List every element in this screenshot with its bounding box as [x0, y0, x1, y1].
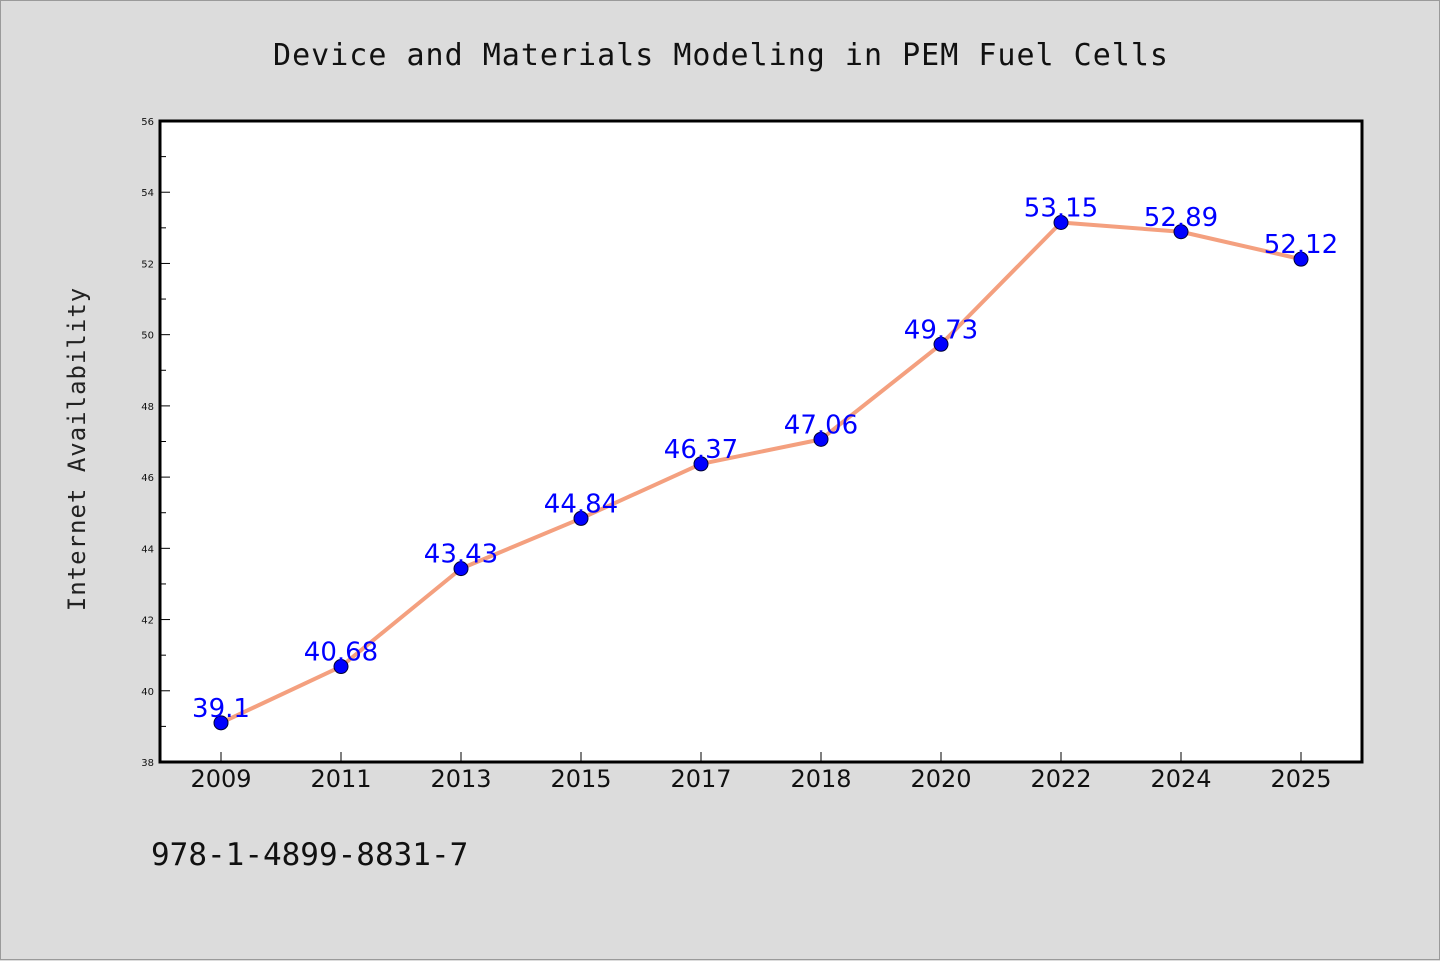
data-label: 49.73	[904, 315, 978, 345]
y-tick-label: 56	[141, 117, 154, 128]
data-point	[1173, 224, 1189, 240]
data-point	[813, 431, 829, 447]
data-label: 47.06	[784, 410, 858, 440]
y-axis: 38 40 42 44 46 48 50 52 54 56	[141, 117, 170, 769]
data-point	[1293, 251, 1309, 267]
chart-title: Device and Materials Modeling in PEM Fue…	[273, 38, 1169, 73]
data-point	[933, 336, 949, 352]
x-tick-label: 2009	[190, 765, 251, 793]
y-tick-label: 48	[141, 402, 154, 413]
x-tick-label: 2025	[1270, 765, 1331, 793]
y-tick-label: 44	[141, 544, 154, 555]
x-tick-label: 2024	[1150, 765, 1211, 793]
isbn-footnote: 978-1-4899-8831-7	[151, 837, 468, 873]
x-tick-label: 2017	[670, 765, 731, 793]
y-tick-label: 54	[141, 188, 154, 199]
data-point	[573, 510, 589, 526]
y-tick-label: 38	[141, 758, 154, 769]
data-label: 52.12	[1264, 230, 1338, 260]
x-tick-label: 2022	[1030, 765, 1091, 793]
data-point	[453, 561, 469, 577]
data-label: 39.1	[192, 694, 250, 724]
y-tick-label: 52	[141, 259, 154, 270]
x-tick-label: 2015	[550, 765, 611, 793]
x-tick-label: 2011	[310, 765, 371, 793]
data-label: 43.43	[424, 540, 498, 570]
data-point	[693, 456, 709, 472]
series-line	[219, 220, 1303, 725]
plot-area	[158, 119, 1364, 764]
y-tick-label: 46	[141, 473, 154, 484]
y-axis-label: Internet Availability	[63, 287, 91, 611]
x-tick-label: 2013	[430, 765, 491, 793]
data-label: 52.89	[1144, 203, 1218, 233]
data-point	[1053, 214, 1069, 230]
x-axis: 2009 2011 2013 2015 2017 2018 2020 2022 2024 2025	[190, 752, 1332, 793]
x-tick-label: 2020	[910, 765, 971, 793]
data-point	[213, 715, 229, 731]
y-tick-label: 40	[141, 687, 154, 698]
series-layer	[213, 214, 1309, 731]
data-label: 46.37	[664, 435, 738, 465]
data-point	[333, 659, 349, 675]
x-tick-label: 2018	[790, 765, 851, 793]
data-label: 44.84	[544, 489, 618, 519]
data-labels: 39.1 40.68 43.43 44.84 46.37 47.06 49.73 53.15 5…	[192, 193, 1338, 723]
y-tick-label: 50	[141, 331, 154, 342]
data-label: 53.15	[1024, 193, 1098, 223]
y-tick-label: 42	[141, 616, 154, 627]
data-label: 40.68	[304, 638, 378, 668]
